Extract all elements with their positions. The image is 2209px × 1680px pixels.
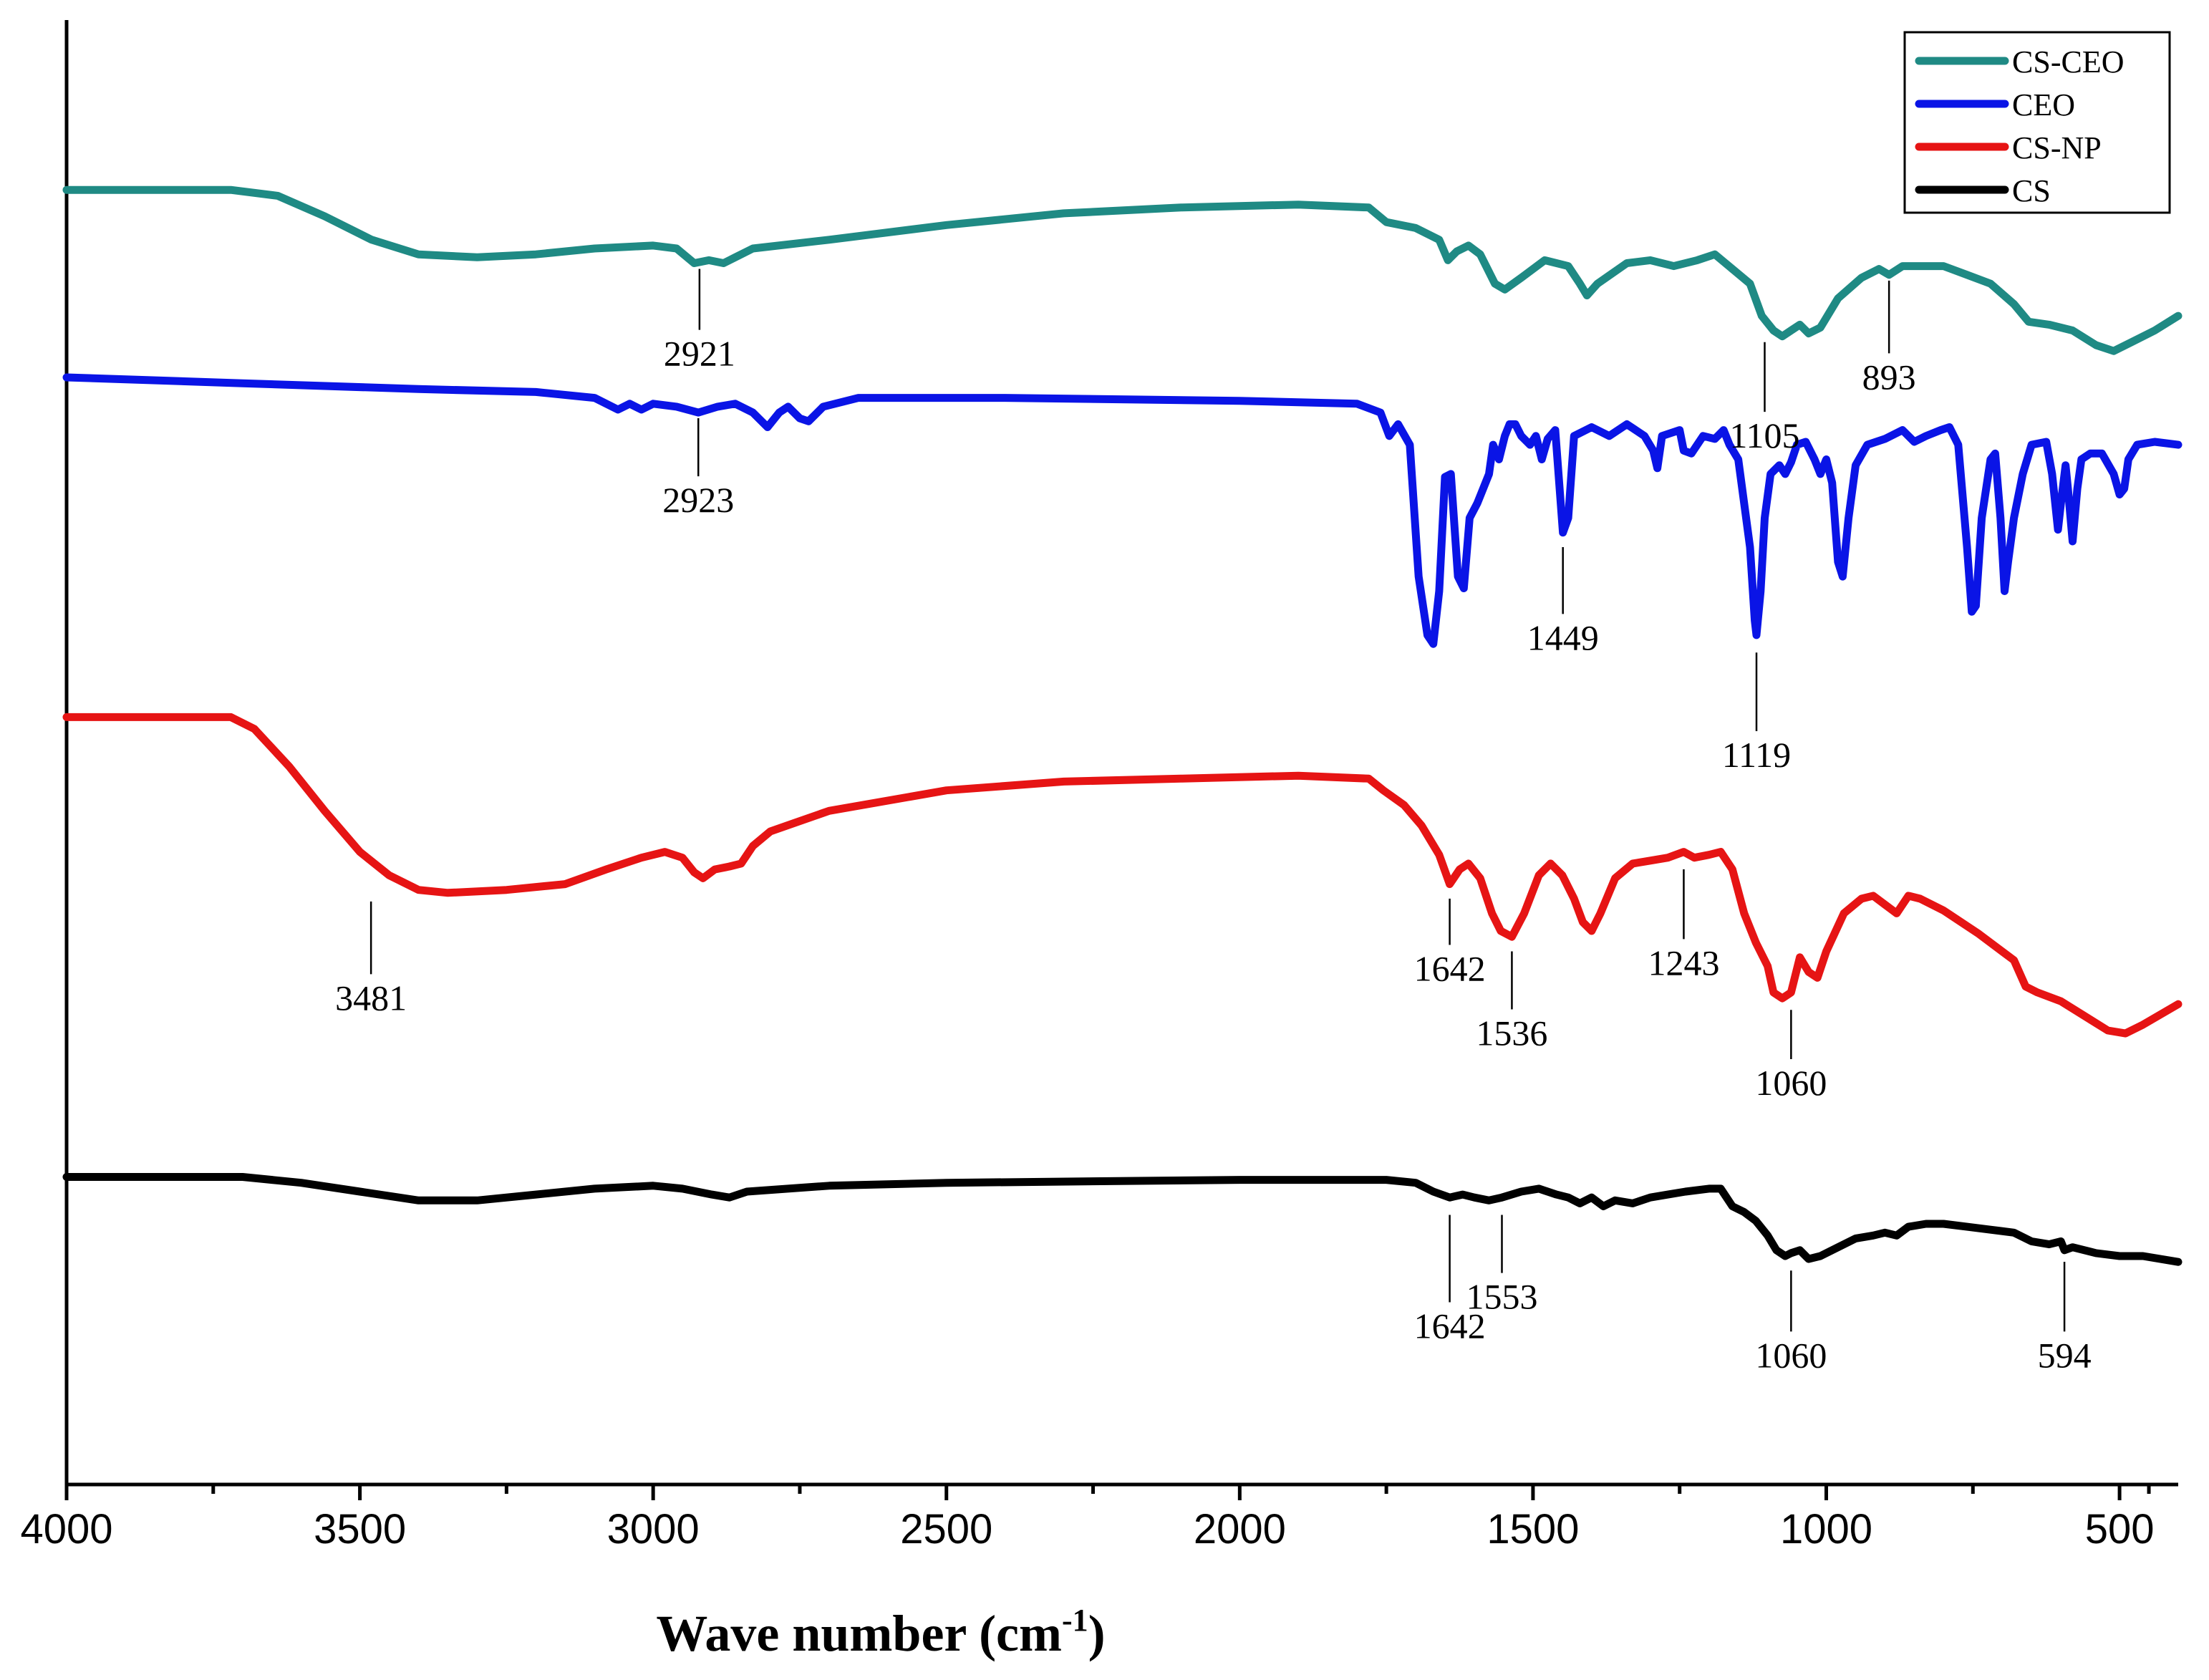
x-tick-label-500: 500 bbox=[2085, 1506, 2155, 1553]
x-axis: 4000 3500 3000 2500 2000 1500 1000 500 bbox=[20, 1485, 2154, 1553]
series-layer bbox=[62, 185, 2183, 1266]
x-tick-label-2000: 2000 bbox=[1194, 1506, 1286, 1553]
series-line-cs-ceo bbox=[62, 185, 2183, 355]
annotation-label-594: 594 bbox=[2038, 1335, 2092, 1375]
legend-label-ceo: CEO bbox=[2012, 87, 2075, 122]
legend-label-cs-ceo: CS-CEO bbox=[2012, 44, 2124, 79]
x-axis-title-main: Wave number (cm bbox=[656, 1605, 1062, 1662]
legend-label-cs-np: CS-NP bbox=[2012, 130, 2102, 165]
x-tick-label-1000: 1000 bbox=[1780, 1506, 1872, 1553]
annotation-label-1536: 1536 bbox=[1476, 1013, 1547, 1053]
annotation-label-893: 893 bbox=[1862, 357, 1916, 397]
x-tick-label-4000: 4000 bbox=[20, 1506, 112, 1553]
annotation-label-1449: 1449 bbox=[1527, 617, 1599, 657]
annotation-label-1243: 1243 bbox=[1648, 942, 1719, 983]
annotation-label-1060: 1060 bbox=[1755, 1063, 1827, 1103]
x-tick-label-1500: 1500 bbox=[1487, 1506, 1579, 1553]
annotation-label-1105: 1105 bbox=[1729, 415, 1799, 455]
annotation-label-2921: 2921 bbox=[664, 334, 735, 374]
x-axis-title-end: ) bbox=[1088, 1605, 1106, 1662]
legend-label-cs: CS bbox=[2012, 173, 2051, 208]
series-line-cs bbox=[62, 1173, 2183, 1266]
series-line-ceo bbox=[62, 373, 2183, 648]
annotation-label-2923: 2923 bbox=[662, 480, 734, 520]
x-tick-label-3000: 3000 bbox=[607, 1506, 700, 1553]
x-tick-label-2500: 2500 bbox=[900, 1506, 992, 1553]
annotation-label-1553: 1553 bbox=[1466, 1277, 1538, 1317]
annotation-label-1642: 1642 bbox=[1414, 1306, 1486, 1346]
legend: CS-CEO CEO CS-NP CS bbox=[1903, 31, 2171, 214]
annotation-label-1119: 1119 bbox=[1722, 735, 1791, 775]
x-axis-title: Wave number (cm-1) bbox=[656, 1603, 1105, 1662]
annotation-label-1642: 1642 bbox=[1414, 949, 1486, 989]
series-line-cs-np bbox=[62, 713, 2183, 1038]
x-tick-label-3500: 3500 bbox=[314, 1506, 406, 1553]
x-axis-title-superscript: -1 bbox=[1062, 1603, 1088, 1638]
peak-annotations: 2921 1105 893 2923 1449 1119 3481 1642 1536 1243 1… bbox=[335, 269, 2092, 1375]
annotation-label-3481: 3481 bbox=[335, 977, 407, 1018]
annotation-label-1060: 1060 bbox=[1755, 1335, 1827, 1375]
